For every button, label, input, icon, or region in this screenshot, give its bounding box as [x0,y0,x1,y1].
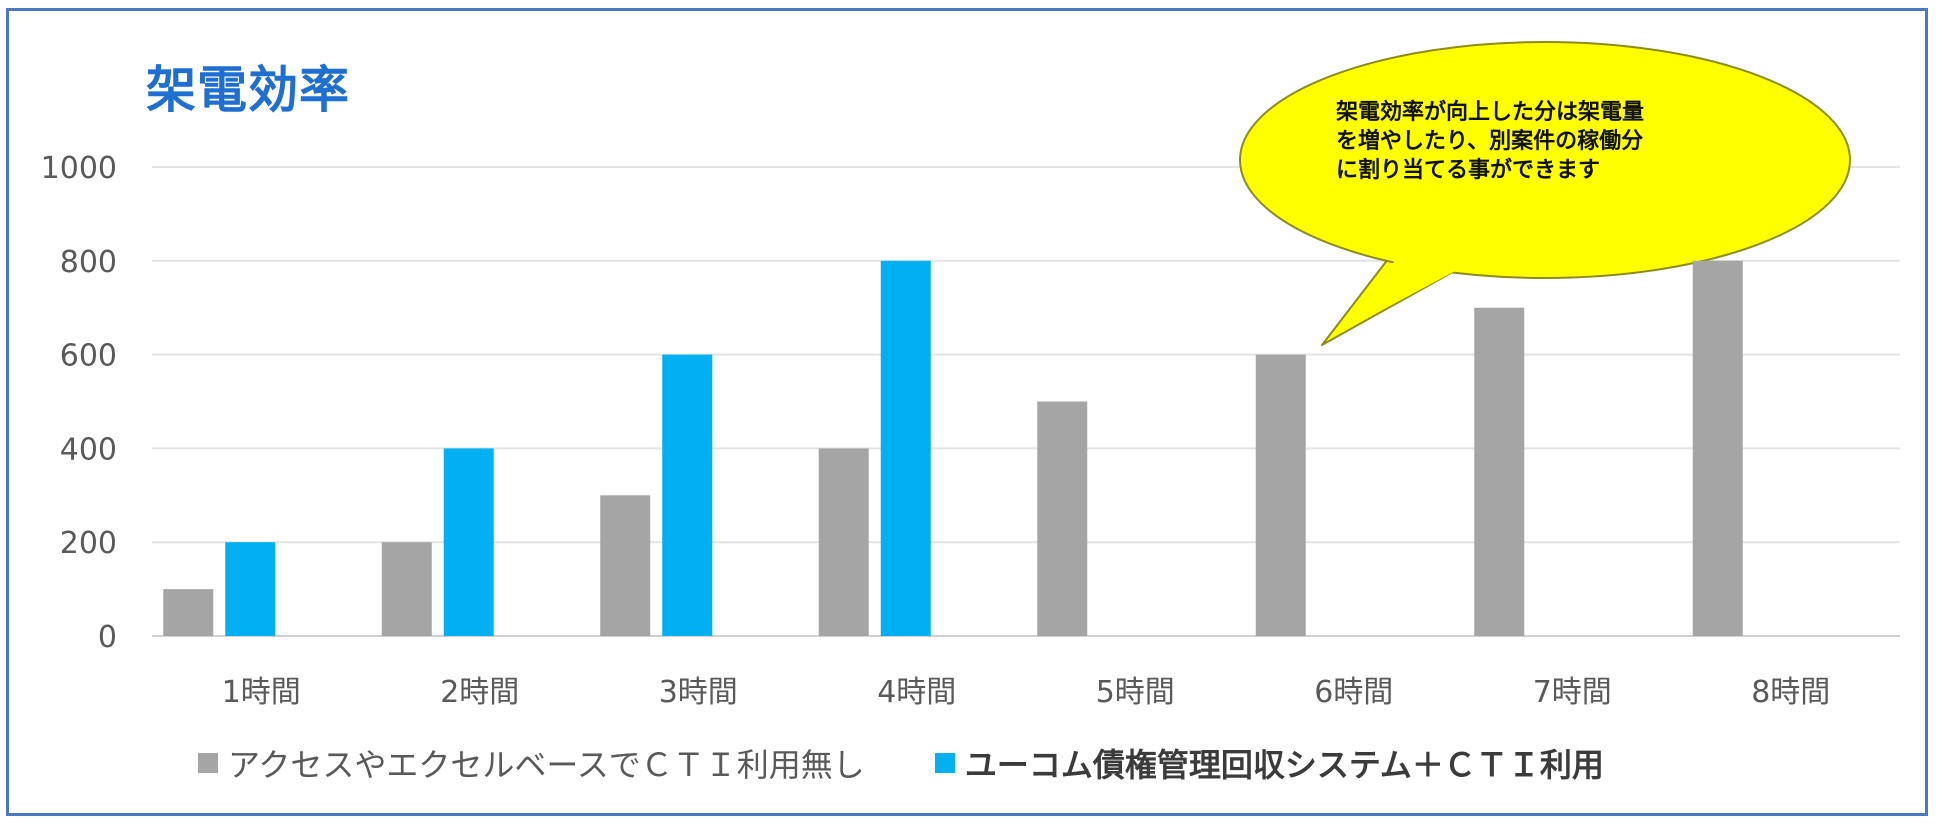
bar [381,542,432,636]
y-tick-label: 400 [60,432,117,467]
y-tick-label: 0 [98,620,117,655]
legend-swatch [934,753,955,773]
legend-item-ucom-cti: ユーコム債権管理回収システム＋ＣＴＩ利用 [934,740,1604,786]
callout-text: 架電効率が向上した分は架電量 を増やしたり、別案件の稼働分 に割り当てる事ができ… [1336,98,1766,185]
callout-line: を増やしたり、別案件の稼働分 [1336,129,1644,154]
bar [880,260,931,636]
x-tick-label: 4時間 [877,675,956,710]
callout-bubble [1239,41,1851,346]
x-tick-label: 7時間 [1533,675,1612,710]
x-tick-label: 5時間 [1096,675,1175,710]
bar [600,495,651,636]
legend-label: ユーコム債権管理回収システム＋ＣＴＩ利用 [964,746,1604,784]
legend: アクセスやエクセルベースでＣＴＩ利用無し ユーコム債権管理回収システム＋ＣＴＩ利… [198,740,1674,786]
bar [1692,260,1743,636]
x-tick-label: 2時間 [440,675,519,710]
bar [818,448,869,636]
bar [443,448,494,636]
legend-label: アクセスやエクセルベースでＣＴＩ利用無し [228,746,865,784]
x-tick-label: 1時間 [222,675,301,710]
bar [1037,401,1088,636]
chart-title: 架電効率 [146,61,350,119]
legend-item-no-cti: アクセスやエクセルベースでＣＴＩ利用無し [198,740,865,786]
callout-line: 架電効率が向上した分は架電量 [1336,100,1645,125]
bar [1474,307,1525,636]
callout-line: に割り当てる事ができます [1336,158,1601,183]
y-tick-label: 600 [60,339,117,374]
callout-tail-fill [1330,255,1485,338]
bar [163,589,214,636]
bar [1255,354,1306,636]
x-tick-label: 6時間 [1314,675,1393,710]
bar [662,354,713,636]
x-tick-label: 3時間 [659,675,738,710]
x-tick-label: 8時間 [1751,675,1830,710]
y-tick-label: 800 [60,245,117,280]
legend-swatch [198,753,218,773]
y-tick-label: 200 [60,526,117,561]
bar [225,542,276,636]
y-tick-label: 1000 [41,151,117,186]
callout-ellipse [1239,41,1851,279]
